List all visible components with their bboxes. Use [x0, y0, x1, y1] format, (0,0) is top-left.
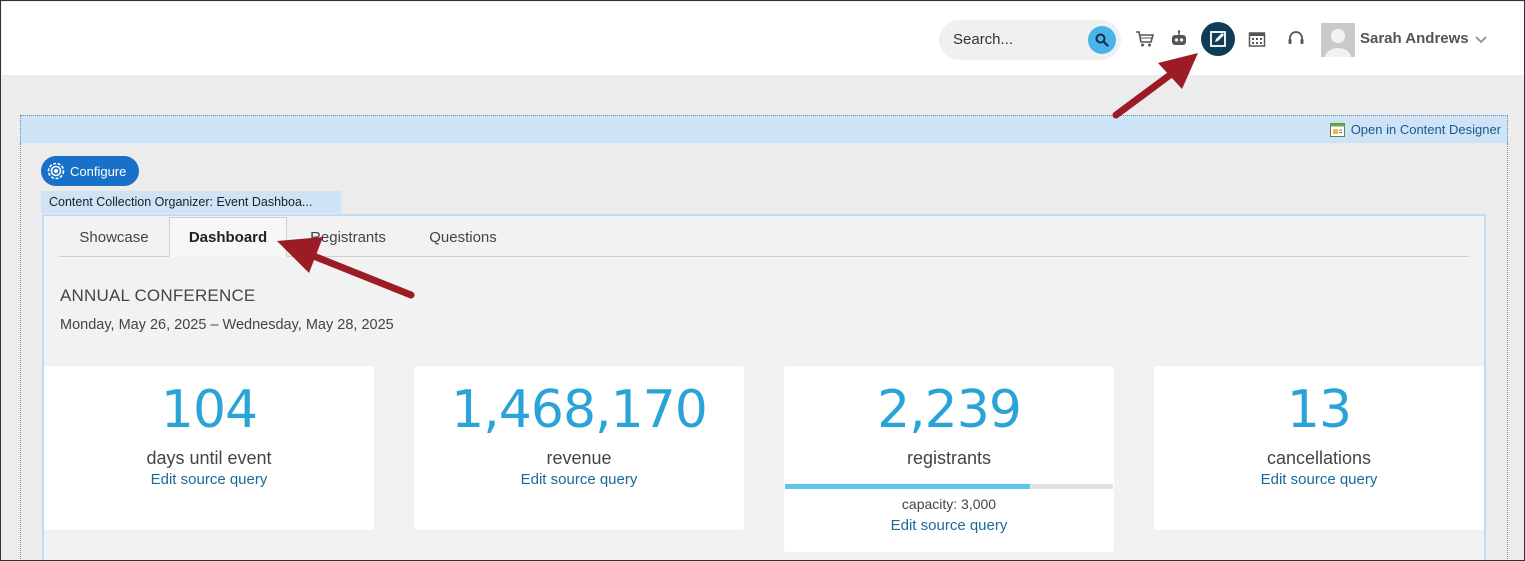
stat-label: revenue	[546, 448, 612, 468]
tab-registrants[interactable]: Registrants	[310, 228, 386, 246]
avatar-icon[interactable]	[1321, 23, 1355, 57]
stat-label: cancellations	[1266, 448, 1372, 468]
gear-icon	[47, 162, 65, 180]
tab-questions[interactable]: Questions	[429, 228, 497, 246]
bot-icon[interactable]	[1162, 22, 1196, 56]
content-designer-icon	[1329, 122, 1345, 137]
tab-bar: Showcase Dashboard Registrants Questions	[59, 217, 1469, 257]
stat-value: 1,468,170	[451, 380, 708, 440]
event-dates: Monday, May 26, 2025 – Wednesday, May 28…	[60, 317, 394, 333]
stat-card-registrants: 2,239 registrants capacity: 3,000 Edit s…	[784, 366, 1114, 552]
calendar-icon[interactable]	[1240, 22, 1274, 56]
stat-card-cancellations: 13 cancellations Edit source query	[1154, 366, 1484, 530]
cart-icon[interactable]	[1128, 22, 1162, 56]
tab-showcase[interactable]: Showcase	[79, 228, 149, 246]
configure-label[interactable]: Configure	[70, 163, 127, 179]
search-box[interactable]: Search...	[939, 20, 1121, 60]
event-title: ANNUAL CONFERENCE	[60, 286, 256, 305]
stat-value: 2,239	[877, 380, 1022, 440]
stat-label: registrants	[906, 448, 992, 468]
support-icon[interactable]	[1279, 22, 1313, 56]
edit-source-query-link[interactable]: Edit source query	[150, 471, 268, 488]
capacity-progress-fill	[785, 484, 1030, 489]
edit-source-query-link[interactable]: Edit source query	[890, 517, 1008, 534]
stat-value: 13	[1286, 380, 1352, 440]
top-bar: Search... Sarah Andrews	[2, 2, 1524, 75]
edit-source-query-link[interactable]: Edit source query	[520, 471, 638, 488]
open-content-designer-label[interactable]: Open in Content Designer	[1350, 122, 1501, 137]
capacity-progress-bar	[785, 484, 1113, 489]
edit-source-query-link[interactable]: Edit source query	[1260, 471, 1378, 488]
chevron-down-icon[interactable]	[1475, 32, 1487, 50]
content-collection-label: Content Collection Organizer: Event Dash…	[41, 191, 341, 213]
open-content-designer-link[interactable]: Open in Content Designer	[1329, 122, 1501, 137]
content-designer-bar: Open in Content Designer	[20, 115, 1508, 143]
search-icon[interactable]	[1088, 26, 1116, 54]
stat-label: days until event	[146, 448, 272, 468]
tab-dashboard[interactable]: Dashboard	[169, 217, 287, 257]
configure-button[interactable]: Configure	[41, 156, 139, 186]
page-area	[20, 143, 1508, 560]
search-input[interactable]: Search...	[953, 31, 1014, 48]
stat-card-revenue: 1,468,170 revenue Edit source query	[414, 366, 744, 530]
edit-page-icon[interactable]	[1201, 22, 1235, 56]
stat-value: 104	[160, 380, 258, 440]
stat-card-days: 104 days until event Edit source query	[44, 366, 374, 530]
capacity-text: capacity: 3,000	[901, 496, 997, 512]
user-name[interactable]: Sarah Andrews	[1360, 30, 1469, 47]
